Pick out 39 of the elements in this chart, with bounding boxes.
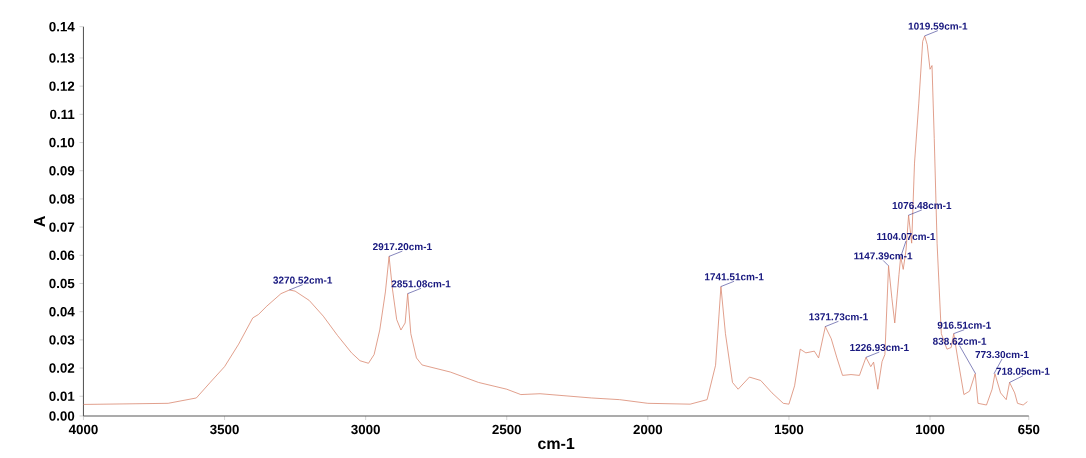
- y-tick-label: 0.14: [49, 21, 75, 32]
- annotation: 1147.39cm-1: [854, 252, 913, 260]
- annotation: 838.62cm-1: [932, 337, 987, 345]
- annotation: 1076.48cm-1: [892, 201, 952, 210]
- y-tick-label: 0.09: [49, 166, 75, 176]
- y-tick-label: 0.01: [49, 391, 75, 401]
- annotation: 1019.59cm-1: [908, 22, 968, 30]
- y-tick-label: 0.11: [50, 109, 75, 120]
- y-tick-label: 0.08: [49, 194, 75, 204]
- y-tick-label: 0.12: [49, 81, 75, 91]
- x-axis-title: cm-1: [538, 438, 575, 450]
- y-tick-label: 0.00: [49, 411, 75, 421]
- annotation: 1104.07cm-1: [877, 232, 936, 241]
- annotation: 718.05cm-1: [996, 367, 1050, 375]
- x-tick-label: 1000: [916, 424, 945, 435]
- y-tick-label: 0.10: [49, 137, 75, 148]
- annotation: 916.51cm-1: [937, 321, 991, 329]
- annotation: 1371.73cm-1: [809, 313, 868, 321]
- y-tick-label: 0.04: [49, 306, 75, 317]
- y-tick-label: 0.07: [49, 222, 75, 232]
- x-tick-label: 650: [1018, 424, 1040, 435]
- annotation: 2917.20cm-1: [372, 243, 432, 251]
- y-tick-label: 0.02: [49, 363, 75, 373]
- annotation: 3270.52cm-1: [273, 276, 333, 284]
- y-tick-label: 0.06: [49, 250, 75, 261]
- annotation: 1226.93cm-1: [850, 344, 909, 352]
- annotation: 1741.51cm-1: [705, 273, 764, 281]
- y-tick-label: 0.03: [49, 335, 75, 345]
- y-tick-label: 0.13: [49, 53, 75, 63]
- x-tick-label: 3000: [351, 424, 380, 435]
- annotation: 2851.08cm-1: [391, 280, 451, 288]
- y-tick-label: 0.05: [49, 278, 75, 289]
- x-tick-label: 1500: [774, 424, 804, 435]
- y-axis-title: A: [33, 215, 45, 227]
- x-tick-label: 4000: [68, 424, 98, 435]
- x-tick-label: 2500: [492, 424, 522, 435]
- annotation: 773.30cm-1: [975, 351, 1029, 359]
- x-tick-label: 2000: [633, 424, 663, 435]
- x-tick-label: 3500: [210, 424, 239, 435]
